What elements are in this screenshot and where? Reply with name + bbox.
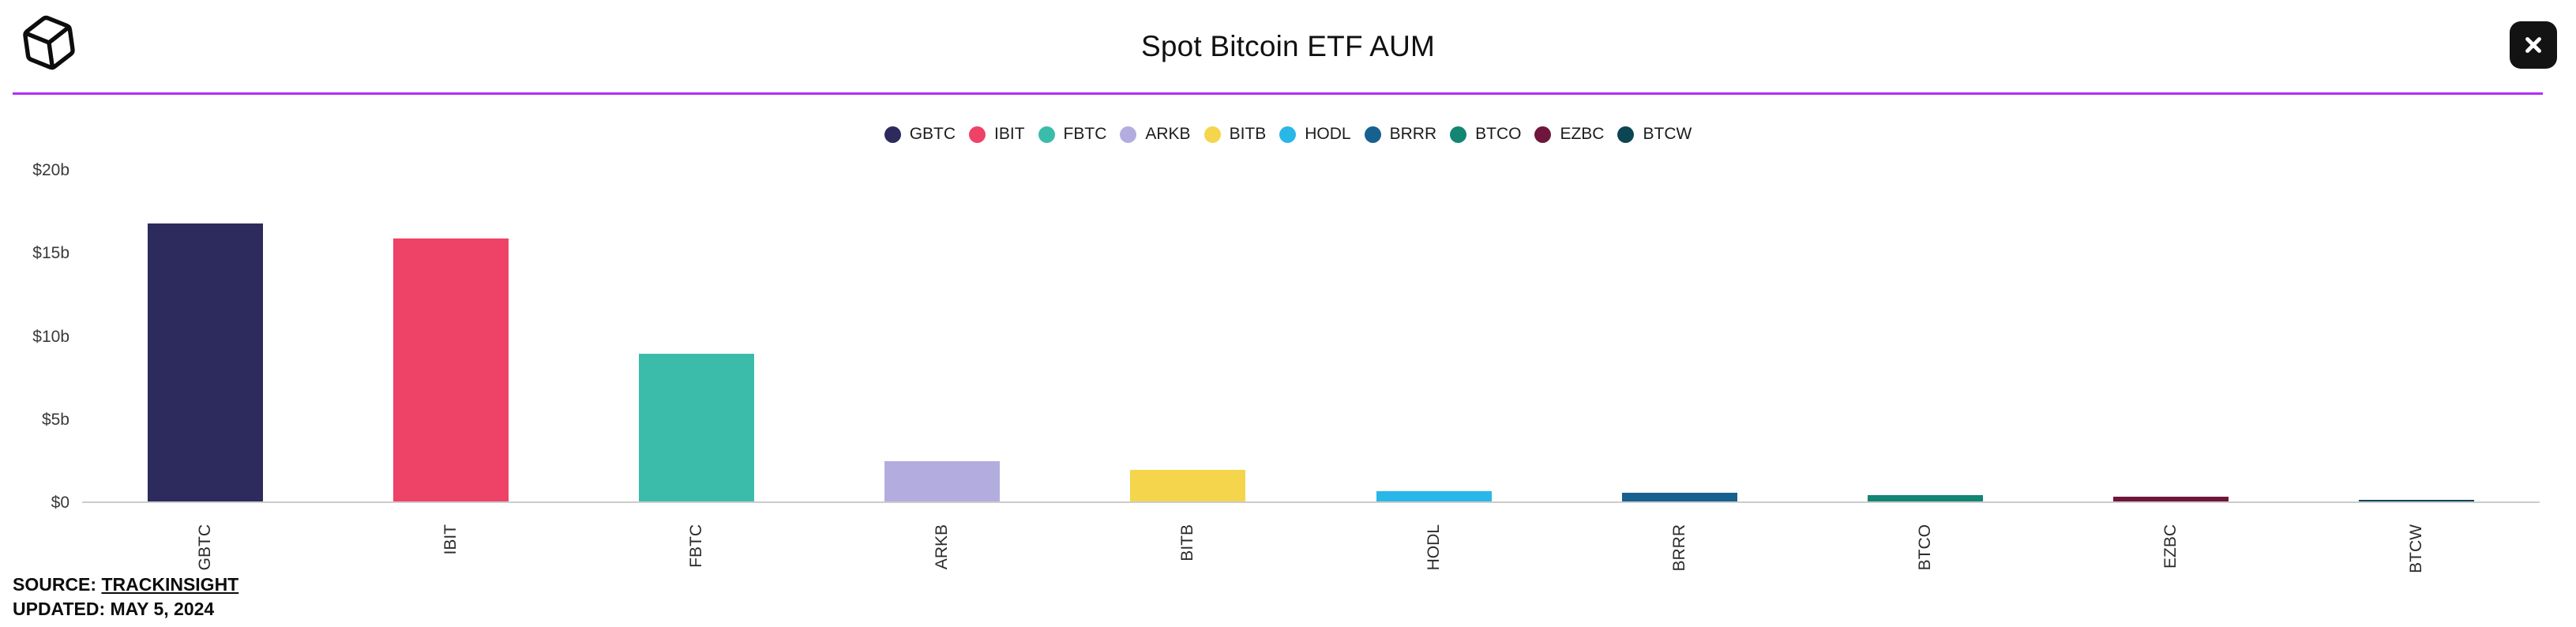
x-axis-label: IBIT (441, 524, 460, 555)
bar-fbtc (639, 353, 754, 501)
legend-item-gbtc[interactable]: GBTC (884, 125, 956, 144)
legend-item-btcw[interactable]: BTCW (1617, 125, 1692, 144)
y-axis-tick: $0 (51, 494, 69, 512)
legend-label: GBTC (909, 125, 956, 143)
legend-dot (1120, 126, 1137, 143)
legend-item-fbtc[interactable]: FBTC (1038, 125, 1107, 144)
bar-btcw (2359, 500, 2475, 501)
legend-label: ARKB (1145, 125, 1191, 143)
legend-item-ibit[interactable]: IBIT (969, 125, 1025, 144)
header-accent-divider (13, 92, 2543, 95)
x-axis-label: FBTC (687, 524, 705, 568)
bar-ezbc (2113, 496, 2229, 501)
x-axis-label: GBTC (195, 524, 214, 571)
x-axis-label: BTCO (1916, 524, 1935, 571)
legend-item-arkb[interactable]: ARKB (1120, 125, 1191, 144)
legend-dot (1617, 126, 1635, 143)
legend-label: HODL (1305, 125, 1351, 143)
box-logo-icon (15, 9, 83, 77)
y-axis-tick: $20b (32, 161, 69, 179)
close-button[interactable] (2510, 21, 2557, 69)
legend-item-hodl[interactable]: HODL (1279, 125, 1351, 144)
y-axis: $20b $15b $10b $5b $0 (0, 0, 69, 553)
source-link[interactable]: TRACKINSIGHT (101, 574, 239, 595)
bars-container (82, 171, 2540, 501)
legend-dot (1204, 126, 1221, 143)
legend-dot (1038, 126, 1055, 143)
x-axis-label: HODL (1424, 524, 1443, 571)
x-axis-labels: GBTC IBIT FBTC ARKB BITB HODL BRRR BTCO EZBC BTCW (82, 513, 2540, 573)
chart-legend: GBTC IBIT FBTC ARKB BITB HODL BRRR BTCO EZBC BTCW (0, 125, 2576, 144)
source-label: SOURCE: (13, 574, 97, 595)
footer: SOURCE: TRACKINSIGHT UPDATED: MAY 5, 202… (13, 573, 238, 621)
x-axis-label: BITB (1178, 524, 1197, 561)
x-axis-label: BTCW (2407, 524, 2426, 573)
legend-item-bitb[interactable]: BITB (1204, 125, 1267, 144)
bar-hodl (1376, 491, 1492, 501)
legend-dot (969, 126, 986, 143)
x-axis-label: ARKB (933, 524, 952, 570)
updated-line: UPDATED: MAY 5, 2024 (13, 598, 215, 619)
legend-dot (1534, 126, 1552, 143)
page-title: Spot Bitcoin ETF AUM (1140, 30, 1436, 62)
bar-bitb (1130, 470, 1246, 501)
legend-label: BTCW (1643, 125, 1692, 143)
bar-brrr (1621, 493, 1737, 501)
x-axis-label: EZBC (2161, 524, 2180, 569)
legend-label: EZBC (1560, 125, 1605, 143)
legend-label: IBIT (994, 125, 1025, 143)
legend-label: FBTC (1063, 125, 1107, 143)
legend-label: BTCO (1475, 125, 1522, 143)
bar-ibit (392, 238, 509, 501)
y-axis-tick: $5b (41, 410, 69, 429)
bar-btco (1868, 494, 1984, 501)
legend-item-btco[interactable]: BTCO (1450, 125, 1521, 144)
y-axis-tick: $10b (32, 327, 69, 346)
legend-item-brrr[interactable]: BRRR (1364, 125, 1437, 144)
x-axis-label: BRRR (1669, 524, 1688, 572)
close-icon (2522, 33, 2545, 57)
legend-dot (1364, 126, 1381, 143)
bar-arkb (884, 461, 1001, 501)
legend-item-ezbc[interactable]: EZBC (1534, 125, 1604, 144)
plot-area (82, 171, 2540, 503)
legend-dot (884, 126, 901, 143)
legend-label: BITB (1229, 125, 1267, 143)
legend-label: BRRR (1389, 125, 1437, 143)
source-line: SOURCE: TRACKINSIGHT (13, 573, 238, 596)
bar-gbtc (147, 223, 263, 501)
legend-dot (1279, 126, 1297, 143)
y-axis-tick: $15b (32, 244, 69, 263)
legend-dot (1450, 126, 1467, 143)
